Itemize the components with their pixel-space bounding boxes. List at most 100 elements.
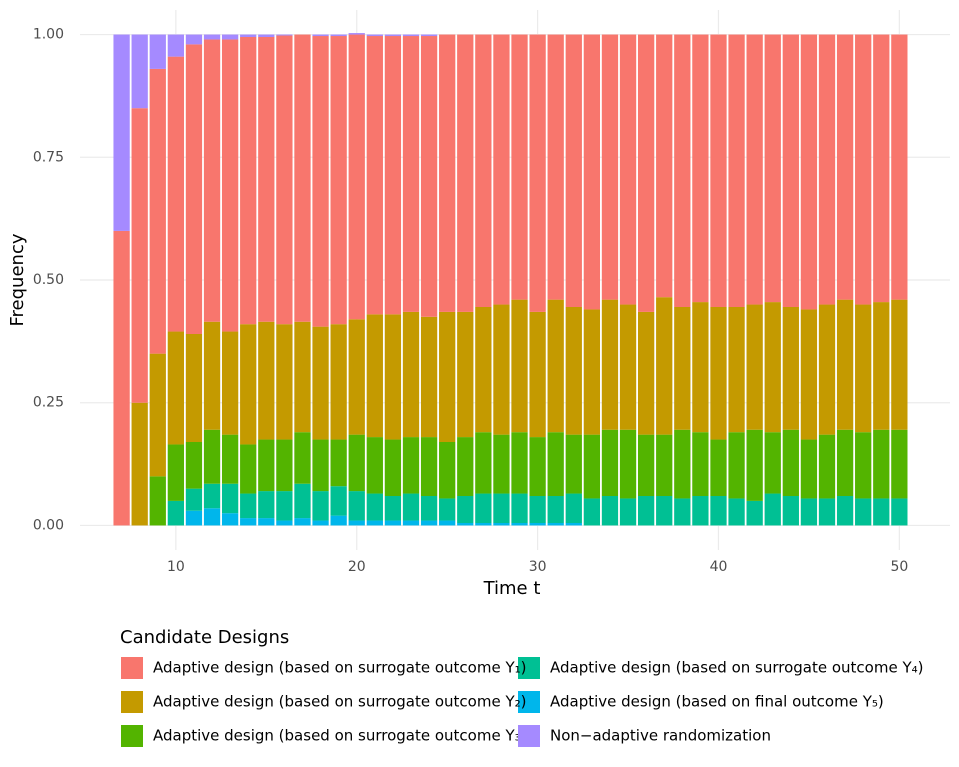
bar-segment [240,34,257,37]
y-tick-label: 1.00 [33,27,64,43]
bar-segment [710,439,727,496]
bar-segment [674,307,691,430]
bar-segment [836,496,854,526]
bar-segment [384,496,402,521]
legend-key [121,725,143,747]
bar-segment [203,34,221,40]
bar-segment [420,316,438,438]
bar-segment [348,520,365,526]
bar-segment [167,331,185,445]
bar-segment [384,34,402,37]
bar-segment [185,334,203,442]
bar-segment [312,34,329,37]
bar-segment [637,434,655,496]
bar-segment [276,324,293,440]
bar-segment [439,520,456,526]
bar-segment [475,493,492,523]
bar-segment [330,324,347,440]
bar-segment [656,496,673,526]
bar-segment [258,439,275,492]
bar-segment [457,496,474,523]
bar-segment [656,34,673,298]
bar-segment [493,34,510,305]
bar-segment [782,307,799,430]
bar-segment [420,34,438,37]
bar-segment [565,434,582,494]
bar-segment [402,493,420,521]
bar-segment [873,498,890,526]
bar-segment [348,319,365,435]
bar-segment [782,34,799,307]
y-axis-title: Frequency [7,233,28,326]
bar-segment [312,491,329,521]
legend-label: Adaptive design (based on surrogate outc… [153,693,527,711]
bar-segment [457,34,474,312]
bar-segment [891,299,908,430]
bar-segment [529,311,546,438]
bar-segment [240,37,257,325]
bar-segment [475,432,492,494]
bar-segment [240,444,257,494]
bar-segment [782,496,799,526]
y-tick-label: 0.75 [33,149,64,165]
bar-segment [366,314,383,438]
bar-segment [221,483,239,514]
bar-segment [258,37,275,322]
bar-segment [439,442,456,499]
bar-segment [420,520,438,526]
bar-segment [131,34,148,109]
bar-segment [420,36,438,317]
bar-segment [565,523,582,526]
bar-segment [240,518,257,526]
bar-segment [583,498,601,526]
bar-segment [131,402,148,526]
bar-segment [221,513,239,526]
bar-segment [131,108,148,403]
bar-segment [674,498,691,526]
bar-segment [800,309,818,440]
bar-segment [402,36,420,312]
legend-key [121,657,143,679]
bar-segment [149,353,166,477]
bar-segment [674,429,691,499]
bar-segment [511,432,528,494]
bar-segment [185,442,203,489]
bar-segment [619,429,637,499]
bar-segment [185,34,203,45]
bar-segment [836,299,854,430]
bar-segment [330,34,347,37]
bar-segment [601,429,619,496]
bar-segment [475,523,492,526]
bar-segment [276,439,293,492]
bar-segment [710,496,727,526]
bar-segment [547,496,564,523]
bar-segment [692,496,709,526]
bar-segment [547,523,564,526]
bar-segment [601,299,619,430]
bar-segment [529,496,546,523]
bar-segment [203,483,221,509]
bar-segment [565,493,582,523]
bar-segment [855,34,872,305]
bar-segment [312,520,329,526]
bar-segment [493,493,510,523]
bar-segment [656,434,673,496]
bar-segment [294,432,311,484]
bar-segment [764,493,781,526]
bar-segment [764,34,781,303]
bar-segment [402,520,420,526]
bar-segment [855,498,872,526]
bar-segment [818,304,836,435]
legend-label: Adaptive design (based on final outcome … [550,693,884,711]
bar-segment [439,34,456,312]
bar-segment [240,324,257,445]
bar-segment [855,432,872,499]
y-tick-label: 0.50 [33,272,64,288]
bar-segment [221,34,239,40]
bar-segment [203,429,221,484]
bar-segment [384,36,402,315]
bar-segment [113,230,130,526]
bar-segment [529,437,546,496]
bar-segment [366,493,383,521]
bar-segment [601,496,619,526]
